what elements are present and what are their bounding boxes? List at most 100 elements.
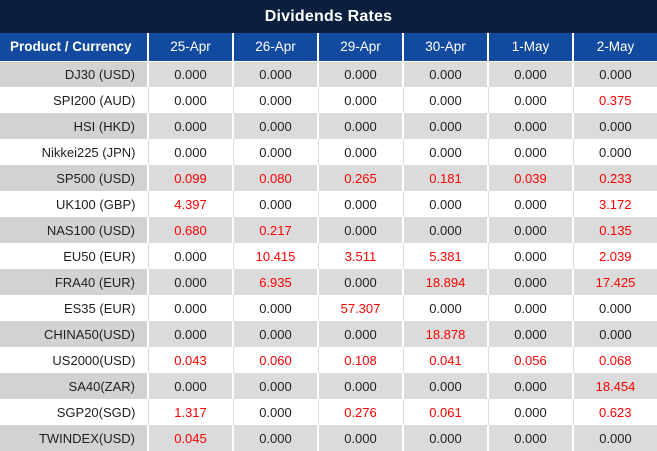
product-label: ES35 (EUR) [0,295,148,321]
dividend-value: 17.425 [572,269,657,295]
product-label: EU50 (EUR) [0,243,148,269]
product-label: HSI (HKD) [0,113,148,139]
table-row: DJ30 (USD) 0.000 0.000 0.000 0.000 0.000 0.000 [0,61,657,87]
product-label: NAS100 (USD) [0,217,148,243]
product-label: US2000(USD) [0,347,148,373]
table-row: EU50 (EUR) 0.000 10.415 3.511 5.381 0.000 2.03… [0,243,657,269]
product-label: SA40(ZAR) [0,373,148,399]
table-row: SPI200 (AUD) 0.000 0.000 0.000 0.000 0.000 0.3… [0,87,657,113]
dividend-value: 0.099 [147,165,233,191]
dividend-value: 0.000 [487,399,573,425]
dividend-value: 0.000 [487,217,573,243]
table-row: NAS100 (USD) 0.680 0.217 0.000 0.000 0.000 0.1… [0,217,657,243]
dividend-value: 0.041 [402,347,488,373]
dividend-value: 4.397 [147,191,233,217]
dividend-value: 0.000 [402,373,488,399]
table-row: US2000(USD) 0.043 0.060 0.108 0.041 0.056 0.06… [0,347,657,373]
dividend-value: 0.623 [572,399,657,425]
dividend-value: 0.000 [487,373,573,399]
dividend-value: 6.935 [232,269,318,295]
dividend-value: 0.056 [487,347,573,373]
dividend-value: 0.000 [572,61,657,87]
dividend-value: 0.068 [572,347,657,373]
dividend-value: 0.000 [487,295,573,321]
dividend-value: 0.680 [147,217,233,243]
dividend-value: 0.060 [232,347,318,373]
table-row: UK100 (GBP) 4.397 0.000 0.000 0.000 0.000 3.17… [0,191,657,217]
dividend-value: 0.000 [402,425,488,451]
dividend-value: 0.000 [572,139,657,165]
dividend-value: 0.000 [232,113,318,139]
dividend-value: 0.000 [147,139,233,165]
column-header-product: Product / Currency [0,33,148,62]
dividend-value: 0.061 [402,399,488,425]
dividend-value: 0.000 [487,269,573,295]
dividend-value: 0.000 [487,243,573,269]
dividend-value: 0.000 [402,295,488,321]
dividend-value: 0.000 [402,113,488,139]
dividend-value: 0.000 [147,269,233,295]
table-row: Nikkei225 (JPN) 0.000 0.000 0.000 0.000 0.000… [0,139,657,165]
dividend-value: 0.000 [317,191,403,217]
dividend-value: 0.000 [572,113,657,139]
dividend-value: 2.039 [572,243,657,269]
product-label: DJ30 (USD) [0,61,148,87]
dividend-value: 0.000 [147,61,233,87]
dividend-value: 18.454 [572,373,657,399]
dividend-value: 0.000 [232,139,318,165]
column-header-date: 26-Apr [232,33,318,62]
dividend-value: 3.511 [317,243,403,269]
product-label: Nikkei225 (JPN) [0,139,148,165]
dividend-value: 0.000 [317,425,403,451]
dividend-value: 0.000 [402,191,488,217]
dividend-value: 0.000 [232,399,318,425]
dividend-value: 0.000 [147,243,233,269]
table-body: DJ30 (USD) 0.000 0.000 0.000 0.000 0.000 0.000… [0,61,657,451]
dividend-value: 1.317 [147,399,233,425]
dividend-value: 0.000 [402,139,488,165]
dividend-value: 0.000 [232,191,318,217]
dividend-value: 0.000 [147,373,233,399]
dividend-value: 10.415 [232,243,318,269]
dividend-value: 0.000 [232,87,318,113]
table-row: FRA40 (EUR) 0.000 6.935 0.000 18.894 0.000 17.… [0,269,657,295]
dividend-value: 0.000 [317,139,403,165]
dividend-value: 0.108 [317,347,403,373]
table-row: ES35 (EUR) 0.000 0.000 57.307 0.000 0.000 0.00… [0,295,657,321]
table-row: SGP20(SGD) 1.317 0.000 0.276 0.061 0.000 0.623 [0,399,657,425]
dividend-value: 0.043 [147,347,233,373]
dividend-value: 0.000 [232,425,318,451]
dividends-table: Product / Currency 25-Apr 26-Apr 29-Apr … [0,33,657,451]
column-header-date: 1-May [487,33,573,62]
dividend-value: 0.000 [487,139,573,165]
column-header-date: 2-May [572,33,657,62]
dividend-value: 0.000 [402,61,488,87]
dividend-value: 0.039 [487,165,573,191]
product-label: SGP20(SGD) [0,399,148,425]
dividend-value: 0.000 [487,87,573,113]
dividend-value: 0.080 [232,165,318,191]
dividend-value: 0.233 [572,165,657,191]
dividend-value: 0.000 [317,113,403,139]
widget-title: Dividends Rates [0,0,657,33]
dividend-value: 0.000 [317,269,403,295]
dividend-value: 0.000 [402,87,488,113]
dividend-value: 0.181 [402,165,488,191]
dividend-value: 0.375 [572,87,657,113]
column-header-date: 29-Apr [317,33,403,62]
dividend-value: 18.894 [402,269,488,295]
dividend-value: 0.276 [317,399,403,425]
table-header-row: Product / Currency 25-Apr 26-Apr 29-Apr … [0,33,657,62]
dividend-value: 0.000 [147,113,233,139]
dividend-value: 0.000 [147,321,233,347]
dividend-value: 0.000 [232,295,318,321]
dividend-value: 0.000 [487,191,573,217]
dividend-value: 0.000 [402,217,488,243]
dividend-value: 0.135 [572,217,657,243]
dividend-value: 0.265 [317,165,403,191]
dividend-value: 0.000 [147,295,233,321]
dividend-value: 57.307 [317,295,403,321]
product-label: UK100 (GBP) [0,191,148,217]
product-label: CHINA50(USD) [0,321,148,347]
